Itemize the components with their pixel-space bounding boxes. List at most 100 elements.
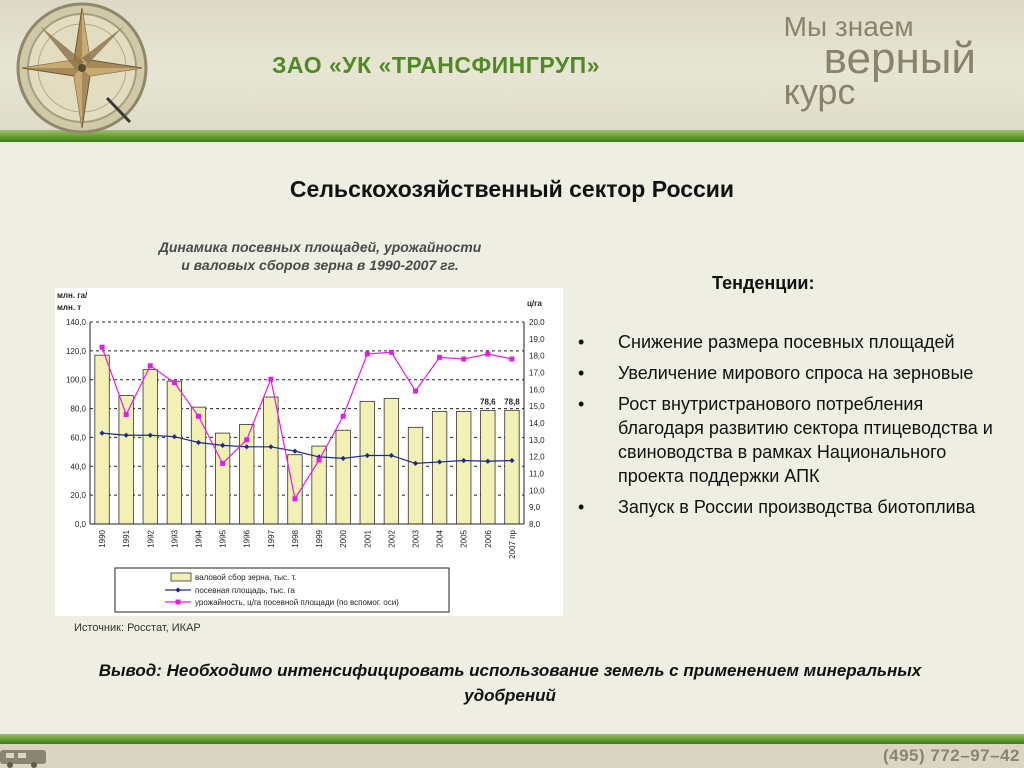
y2-tick-label: 17,0: [529, 369, 545, 378]
bar: [166, 380, 183, 525]
left-axis-label: млн. т: [57, 303, 81, 312]
chart-caption: Динамика посевных площадей, урожайности …: [105, 238, 535, 274]
legend-entry: посевная площадь, тыс. га: [195, 586, 295, 595]
yield-point: [316, 457, 322, 463]
area-point: [437, 459, 443, 465]
bar: [190, 406, 207, 525]
y-tick-label: 140,0: [66, 318, 87, 327]
area-point: [509, 457, 515, 464]
legend-swatch-bar: [170, 572, 192, 582]
area-point: [195, 439, 202, 446]
trends-heading: Тенденции:: [712, 273, 815, 293]
x-tick-label: 1994: [195, 529, 204, 547]
y2-tick-label: 8,0: [529, 520, 541, 529]
trend-text: Снижение размера посевных площадей: [618, 332, 955, 352]
bar: [335, 429, 351, 525]
x-tick-label: 1997: [267, 529, 276, 547]
area-point: [171, 434, 177, 440]
bar: [263, 396, 279, 525]
bar: [142, 369, 158, 525]
legend-entry: валовой сбор зерна, тыс. т.: [195, 573, 296, 582]
bar: [383, 398, 400, 525]
yield-point: [485, 351, 491, 357]
train-logo-icon: [0, 750, 46, 768]
bar: [504, 409, 520, 525]
y-tick-label: 120,0: [66, 347, 87, 356]
x-tick-label: 1996: [243, 529, 252, 547]
left-axis-label: млн. га/: [57, 291, 88, 300]
trend-item: • Рост внутристранового потребления благо…: [575, 392, 995, 488]
chart-source: Источник: Росстат, ИКАР: [74, 622, 201, 634]
right-axis-label: ц/га: [527, 299, 542, 308]
y2-tick-label: 12,0: [529, 453, 545, 462]
yield-point: [340, 413, 346, 419]
x-tick-label: 1999: [315, 529, 324, 547]
x-tick-label: 1991: [122, 529, 131, 547]
area-point: [364, 452, 370, 459]
x-tick-label: 2006: [484, 529, 493, 547]
y2-tick-label: 11,0: [529, 470, 545, 479]
area-point: [292, 448, 298, 454]
x-tick-label: 1992: [146, 529, 155, 547]
yield-point: [364, 351, 370, 357]
x-tick-label: 2001: [363, 529, 372, 547]
trend-item: • Увеличение мирового спроса на зерновые: [575, 361, 995, 385]
slogan-line-1: Мы знаем: [783, 11, 914, 42]
x-tick-label: 1990: [98, 529, 107, 547]
chart-caption-line-2: и валовых сборов зерна в 1990-2007 гг.: [181, 257, 459, 273]
phone-number: (495) 772–97–42: [882, 746, 1020, 765]
area-point: [147, 432, 153, 438]
yield-point: [99, 344, 105, 350]
area-point: [123, 432, 129, 438]
y-tick-label: 20,0: [70, 491, 86, 500]
area-point: [485, 458, 491, 464]
x-tick-label: 1995: [219, 529, 228, 547]
yield-point: [413, 388, 418, 394]
yield-point: [437, 354, 443, 360]
y2-tick-label: 20,0: [529, 318, 545, 327]
y2-tick-label: 13,0: [529, 436, 545, 445]
data-label: 78,8: [504, 397, 520, 406]
series-line-area: [102, 432, 512, 465]
bar: [431, 411, 448, 525]
yield-point: [292, 496, 298, 502]
y2-tick-label: 16,0: [529, 385, 545, 394]
legend-marker-area: [175, 587, 181, 593]
bar: [287, 454, 303, 525]
yield-point: [268, 376, 274, 382]
bullet-icon: •: [578, 332, 585, 352]
footer-background: [0, 744, 1024, 768]
x-tick-label: 2000: [339, 529, 348, 547]
x-tick-label: 1998: [291, 529, 300, 547]
x-tick-label: 2004: [436, 529, 445, 547]
x-tick-label: 2007 пр: [508, 529, 517, 558]
header-background: [0, 0, 1024, 130]
chart-area: млн. га/млн. т ц/га 0,0 20,0 40,0 60,0 80,0 100…: [55, 288, 563, 616]
footer-divider: [0, 734, 1024, 744]
slogan-line-3: курс: [783, 71, 856, 112]
chart-caption-line-1: Динамика посевных площадей, урожайности: [158, 239, 482, 255]
y2-tick-label: 10,0: [529, 486, 545, 495]
header-divider: [0, 130, 1024, 142]
area-point: [244, 444, 250, 450]
yield-point: [461, 356, 467, 362]
y-tick-label: 40,0: [70, 462, 86, 471]
bar: [359, 400, 375, 525]
area-point: [461, 457, 467, 464]
slide-title: Сельскохозяйственный сектор России: [289, 176, 735, 202]
bullet-icon: •: [578, 394, 585, 414]
trends-list: • Снижение размера посевных площадей • Уве…: [575, 330, 995, 526]
x-tick-label: 2005: [460, 529, 469, 547]
bullet-icon: •: [578, 363, 585, 383]
yield-point: [196, 413, 201, 419]
series-line-yield: [101, 347, 513, 501]
conclusion: Вывод: Необходимо интенсифицировать испо…: [70, 658, 950, 708]
bar: [94, 354, 110, 525]
y-tick-label: 80,0: [70, 405, 86, 414]
bullet-icon: •: [578, 497, 585, 517]
slogan-line-2: верный: [823, 34, 976, 83]
y2-tick-label: 18,0: [529, 352, 545, 361]
y2-tick-label: 19,0: [529, 335, 545, 344]
trend-text: Запуск в России производства биотоплива: [618, 497, 976, 517]
bar: [407, 426, 424, 525]
